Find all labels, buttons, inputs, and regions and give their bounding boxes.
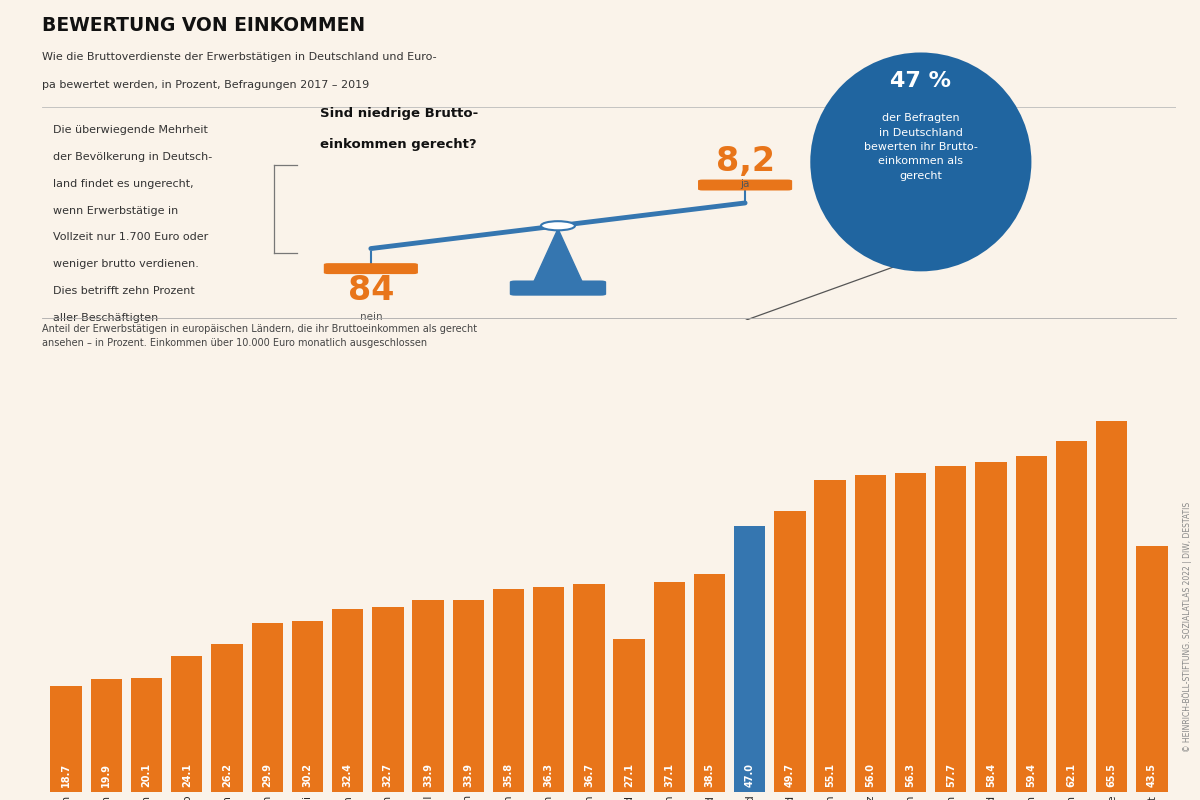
Text: pa bewertet werden, in Prozent, Befragungen 2017 – 2019: pa bewertet werden, in Prozent, Befragun… [42, 80, 370, 90]
Bar [292, 621, 323, 792]
Polygon shape [533, 229, 583, 283]
Bar [131, 678, 162, 792]
Bar [976, 462, 1007, 792]
Text: der Bevölkerung in Deutsch-: der Bevölkerung in Deutsch- [53, 152, 212, 162]
Text: ansehen – in Prozent. Einkommen über 10.000 Euro monatlich ausgeschlossen: ansehen – in Prozent. Einkommen über 10.… [42, 338, 427, 347]
Text: 32.4: 32.4 [343, 763, 353, 787]
Bar [91, 679, 122, 792]
Bar [211, 644, 242, 792]
Text: 29.9: 29.9 [262, 763, 272, 787]
Bar [654, 582, 685, 792]
Text: 27.1: 27.1 [624, 763, 634, 787]
Text: 47 %: 47 % [890, 70, 952, 90]
Text: wenn Erwerbstätige in: wenn Erwerbstätige in [53, 206, 179, 216]
Ellipse shape [810, 53, 1032, 271]
Text: 59.4: 59.4 [1026, 763, 1037, 787]
Text: einkommen gerecht?: einkommen gerecht? [320, 138, 476, 150]
Text: 65.5: 65.5 [1106, 763, 1117, 787]
Text: © HEINRICH-BÖLL-STIFTUNG. SOZIALATLAS 2022 | DIW, DESTATIS: © HEINRICH-BÖLL-STIFTUNG. SOZIALATLAS 20… [1182, 502, 1192, 752]
Circle shape [541, 222, 575, 230]
Bar [332, 609, 364, 792]
Text: 56.3: 56.3 [906, 763, 916, 787]
Text: nein: nein [360, 313, 382, 322]
Text: 18.7: 18.7 [61, 763, 71, 787]
Text: 36.3: 36.3 [544, 763, 553, 787]
Bar [172, 656, 203, 792]
FancyBboxPatch shape [698, 179, 792, 190]
Bar [493, 590, 524, 792]
Bar [50, 686, 82, 792]
Bar [252, 623, 283, 792]
Text: 57.7: 57.7 [946, 763, 956, 787]
Bar [1015, 456, 1046, 792]
Text: 58.4: 58.4 [986, 763, 996, 787]
Bar [815, 480, 846, 792]
Bar [774, 510, 805, 792]
Bar [734, 526, 766, 792]
Text: 33.9: 33.9 [463, 763, 473, 787]
Text: land findet es ungerecht,: land findet es ungerecht, [53, 179, 194, 189]
Bar [1096, 422, 1127, 792]
Text: Wie die Bruttoverdienste der Erwerbstätigen in Deutschland und Euro-: Wie die Bruttoverdienste der Erwerbstäti… [42, 53, 437, 62]
Text: weniger brutto verdienen.: weniger brutto verdienen. [53, 259, 199, 269]
FancyBboxPatch shape [510, 281, 606, 296]
Text: 33.9: 33.9 [424, 763, 433, 787]
Bar [574, 584, 605, 792]
Text: ja: ja [740, 179, 750, 190]
Text: Sind niedrige Brutto-: Sind niedrige Brutto- [320, 107, 478, 120]
Text: 62.1: 62.1 [1067, 763, 1076, 787]
FancyBboxPatch shape [324, 263, 418, 274]
Text: 26.2: 26.2 [222, 763, 232, 787]
Text: 30.2: 30.2 [302, 763, 312, 787]
Text: 8,2: 8,2 [715, 145, 774, 178]
Text: 56.0: 56.0 [865, 763, 875, 787]
Text: Die überwiegende Mehrheit: Die überwiegende Mehrheit [53, 126, 209, 135]
Text: 38.5: 38.5 [704, 763, 714, 787]
Text: 37.1: 37.1 [665, 763, 674, 787]
Bar [372, 607, 403, 792]
Bar [1056, 441, 1087, 792]
Text: 49.7: 49.7 [785, 763, 794, 787]
Bar [854, 475, 886, 792]
Text: 20.1: 20.1 [142, 763, 151, 787]
Bar [533, 586, 564, 792]
Text: Dies betrifft zehn Prozent: Dies betrifft zehn Prozent [53, 286, 196, 296]
Bar [694, 574, 725, 792]
Text: 43.5: 43.5 [1147, 763, 1157, 787]
Bar [935, 466, 966, 792]
Text: Anteil der Erwerbstätigen in europäischen Ländern, die ihr Bruttoeinkommen als g: Anteil der Erwerbstätigen in europäische… [42, 324, 478, 334]
Text: 36.7: 36.7 [584, 763, 594, 787]
Text: 19.9: 19.9 [101, 763, 112, 787]
Text: der Befragten
in Deutschland
bewerten ihr Brutto-
einkommen als
gerecht: der Befragten in Deutschland bewerten ih… [864, 114, 978, 181]
Bar [452, 600, 484, 792]
Text: 35.8: 35.8 [504, 763, 514, 787]
Text: 47.0: 47.0 [745, 763, 755, 787]
Bar [895, 474, 926, 792]
Text: Vollzeit nur 1.700 Euro oder: Vollzeit nur 1.700 Euro oder [53, 233, 209, 242]
Text: 55.1: 55.1 [826, 763, 835, 787]
Bar [613, 638, 644, 792]
Bar [1136, 546, 1168, 792]
Text: 32.7: 32.7 [383, 763, 392, 787]
Text: aller Beschäftigten: aller Beschäftigten [53, 313, 158, 322]
Bar [413, 600, 444, 792]
Text: 84: 84 [348, 274, 394, 307]
Text: BEWERTUNG VON EINKOMMEN: BEWERTUNG VON EINKOMMEN [42, 16, 365, 35]
Text: 24.1: 24.1 [181, 763, 192, 787]
